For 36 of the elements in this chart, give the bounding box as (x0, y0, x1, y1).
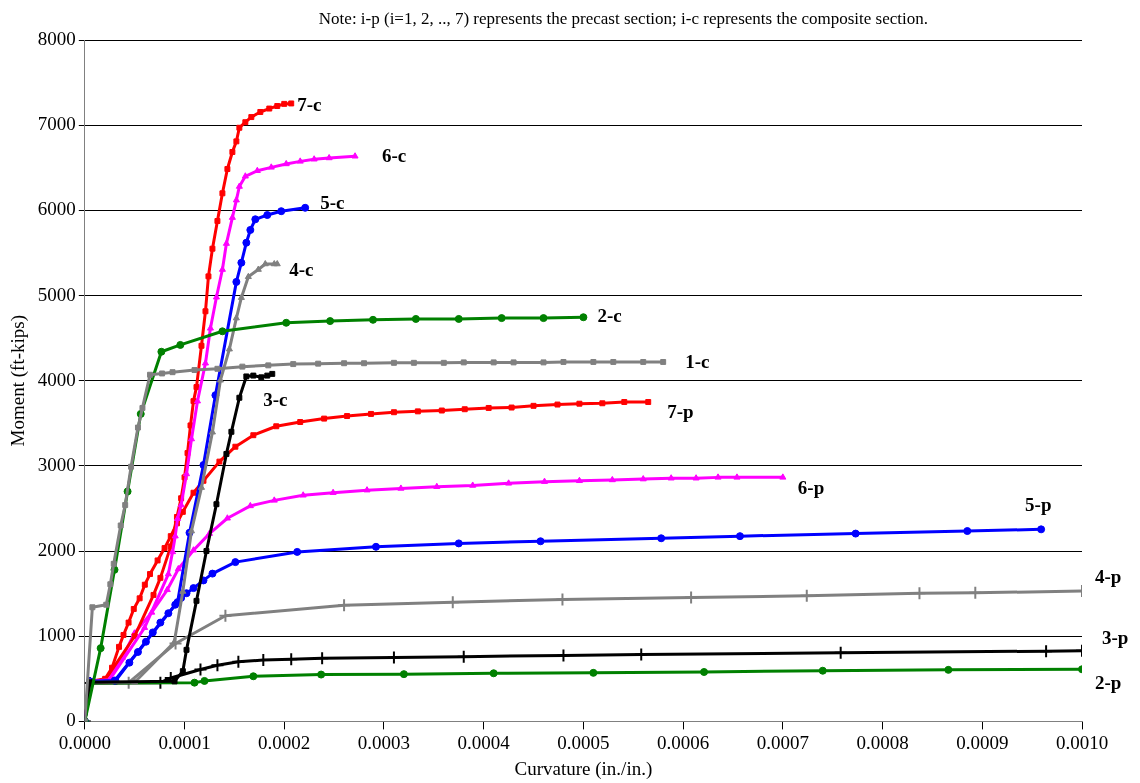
x-tick-label: 0.0010 (1055, 731, 1109, 753)
x-tick-label: 0.0000 (58, 731, 111, 753)
y-axis-title: Moment (ft-kips) (7, 315, 30, 447)
y-tick-label: 4000 (37, 368, 76, 390)
series-label: 5-p (1025, 494, 1052, 516)
y-tick-label: 7000 (37, 113, 76, 135)
x-tick-label: 0.0009 (956, 731, 1009, 753)
series-label: 5-c (320, 191, 345, 213)
y-tick-label: 8000 (37, 27, 76, 49)
y-tick-label: 5000 (37, 283, 76, 305)
series-label: 4-c (289, 258, 314, 280)
y-tick-label: 0 (66, 709, 76, 731)
y-tick-label: 2000 (37, 539, 76, 561)
x-tick-label: 0.0004 (457, 731, 511, 753)
series-label: 4-p (1095, 565, 1122, 587)
series-label: 2-p (1095, 672, 1122, 694)
y-tick-label: 6000 (37, 198, 76, 220)
x-tick-label: 0.0005 (557, 731, 610, 753)
series-label: 1-c (685, 350, 710, 372)
series-label: 7-p (667, 400, 694, 422)
series-label: 2-c (597, 305, 622, 327)
series-label: 6-p (797, 477, 825, 499)
y-tick-label: 1000 (37, 624, 76, 646)
series-label: 7-c (297, 94, 322, 116)
x-tick-label: 0.0002 (258, 731, 311, 753)
series-label: 6-c (382, 145, 407, 167)
x-tick-label: 0.0008 (856, 731, 909, 753)
text: Note: i-p (i=1, 2, .., 7) represents the precast section; i-c represents the composite section. (318, 9, 928, 29)
x-axis-title: Curvature (in./in.) (514, 757, 653, 780)
series-label: 3-p (1102, 626, 1129, 648)
x-tick-label: 0.0003 (357, 731, 411, 753)
series-label: 3-c (263, 388, 288, 410)
x-tick-label: 0.0007 (756, 731, 809, 753)
x-tick-label: 0.0006 (656, 731, 710, 753)
x-tick-label: 0.0001 (158, 731, 211, 753)
y-tick-label: 3000 (37, 453, 76, 475)
